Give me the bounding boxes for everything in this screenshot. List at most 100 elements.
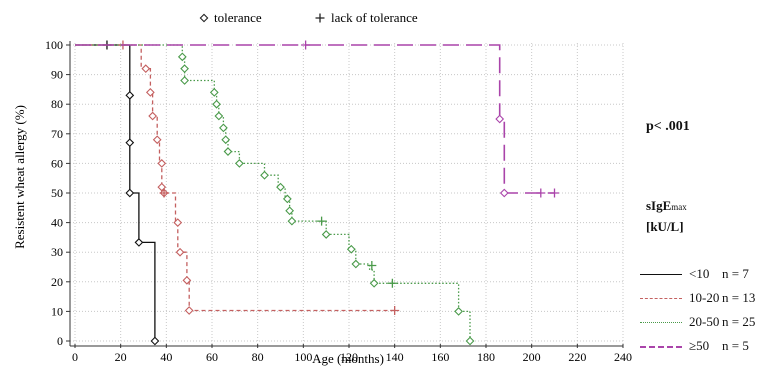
x-tick-label: 80 (252, 350, 264, 364)
group-legend-title: sIgEmax [kU/L] (646, 196, 687, 237)
group-legend-title-sub: max (671, 202, 687, 212)
tolerance-marker (145, 87, 155, 97)
y-tick-label: 80 (51, 97, 63, 111)
group-legend-unit: [kU/L] (646, 219, 684, 234)
x-tick-label: 180 (477, 350, 495, 364)
group-legend-n: n = 13 (722, 290, 756, 305)
tolerance-marker (235, 159, 244, 168)
tolerance-marker (150, 336, 160, 346)
legend-censored-marker (315, 13, 325, 23)
censored-marker (159, 188, 169, 198)
censored-marker (367, 261, 377, 271)
tolerance-marker (182, 275, 192, 285)
tolerance-marker (134, 238, 144, 247)
tolerance-marker (465, 336, 475, 346)
censored-marker (317, 216, 327, 226)
group-legend-line (640, 298, 682, 299)
legend-censored-label: lack of tolerance (331, 10, 418, 25)
axes: 0 20 40 60 80 100 120 140 160 180 200 220 240 0 10 20 30… (45, 38, 632, 364)
tolerance-marker (346, 244, 356, 254)
group-legend-name: 20-50 (689, 314, 720, 329)
x-tick-label: 200 (523, 350, 541, 364)
y-axis-label: Resistent wheat allergy (%) (12, 105, 27, 249)
censored-marker (390, 306, 400, 316)
p-value-annotation: p< .001 (646, 119, 690, 134)
censored-marker (550, 188, 559, 198)
x-tick-label: 240 (614, 350, 632, 364)
tolerance-marker (495, 114, 505, 124)
tolerance-marker (369, 278, 379, 288)
tolerance-marker (177, 52, 187, 62)
tolerance-marker (282, 194, 292, 204)
tolerance-marker (285, 206, 295, 216)
tolerance-marker (184, 306, 194, 315)
x-tick-label: 60 (206, 350, 218, 364)
tolerance-marker (125, 138, 135, 148)
group-legend-line (640, 322, 682, 323)
x-tick-label: 20 (115, 350, 127, 364)
group-legend-name: ≥50 (689, 338, 710, 353)
censored-marker (536, 188, 546, 198)
top-legend: tolerance lack of tolerance (199, 10, 418, 25)
tolerance-marker (214, 111, 224, 121)
y-tick-label: 20 (51, 275, 63, 289)
series-4 (75, 40, 559, 198)
tolerance-marker (321, 230, 331, 239)
group-legend-n: n = 5 (722, 338, 749, 353)
tolerance-marker (125, 188, 135, 198)
tolerance-marker (223, 147, 233, 156)
tolerance-marker (287, 216, 297, 226)
series-2 (75, 40, 400, 316)
tolerance-marker (209, 87, 219, 97)
series-3 (75, 44, 475, 346)
y-tick-label: 100 (45, 38, 63, 52)
tolerance-marker (173, 218, 183, 227)
y-tick-label: 90 (51, 68, 63, 82)
series-line (75, 44, 395, 312)
legend-tolerance-label: tolerance (214, 10, 262, 25)
tolerance-marker (276, 182, 285, 192)
group-legend-n: n = 7 (722, 266, 749, 281)
tolerance-marker (157, 159, 167, 168)
tolerance-marker (175, 247, 185, 257)
group-legend-title-main: sIgE (646, 198, 672, 213)
censored-marker (387, 278, 397, 288)
series-layer (75, 40, 559, 346)
tolerance-marker (219, 123, 228, 133)
tolerance-marker (221, 135, 231, 145)
tolerance-marker (499, 188, 509, 198)
x-tick-label: 40 (160, 350, 172, 364)
y-tick-label: 70 (51, 127, 63, 141)
censored-marker (301, 40, 311, 50)
group-legend-line (640, 274, 682, 275)
y-tick-label: 30 (51, 245, 63, 259)
x-tick-label: 120 (340, 350, 358, 364)
series-line (75, 44, 555, 194)
x-tick-label: 100 (294, 350, 312, 364)
tolerance-marker (180, 76, 189, 85)
tolerance-marker (180, 64, 189, 74)
group-legend-name: <10 (689, 266, 710, 281)
tolerance-marker (351, 259, 361, 269)
grid-lines (70, 43, 624, 346)
tolerance-marker (125, 90, 135, 100)
x-tick-label: 140 (386, 350, 404, 364)
group-legend-name: 10-20 (689, 290, 720, 305)
tolerance-marker (152, 135, 162, 145)
x-tick-label: 0 (72, 350, 78, 364)
y-tick-label: 50 (51, 186, 63, 200)
tolerance-marker (260, 170, 269, 180)
group-legend-n: n = 25 (722, 314, 756, 329)
y-tick-label: 60 (51, 156, 63, 170)
tolerance-marker (148, 111, 158, 121)
x-tick-label: 220 (568, 350, 586, 364)
group-legend-line (640, 346, 682, 348)
x-axis-label: Age (months) (312, 351, 384, 366)
x-tick-label: 160 (431, 350, 449, 364)
tolerance-marker (454, 307, 463, 316)
tolerance-marker (141, 64, 151, 74)
y-tick-label: 0 (57, 334, 63, 348)
tolerance-marker (212, 99, 221, 109)
y-tick-label: 40 (51, 216, 63, 230)
